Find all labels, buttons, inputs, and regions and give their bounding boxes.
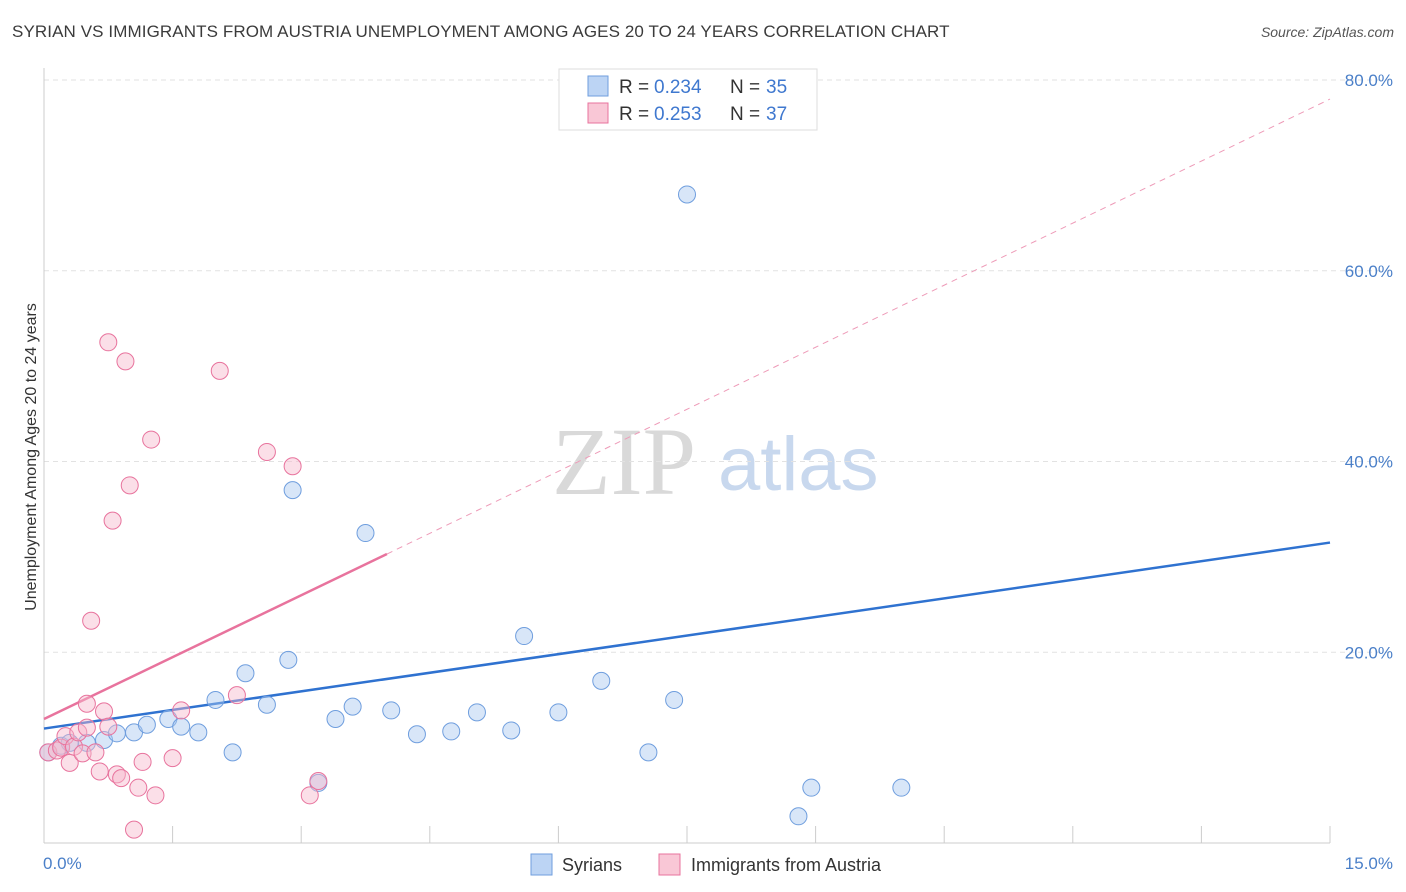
source-label: Source: ZipAtlas.com bbox=[1260, 24, 1394, 40]
syrians-point bbox=[407, 725, 426, 744]
austria-point bbox=[142, 430, 161, 449]
syrians-point bbox=[223, 743, 242, 762]
syrians-point bbox=[206, 690, 225, 709]
legend-swatch-syrians bbox=[587, 75, 609, 97]
austria-point bbox=[146, 786, 165, 805]
legend-r-label-2: R = bbox=[619, 104, 649, 125]
axes bbox=[43, 68, 1331, 844]
y-tick-label: 20.0% bbox=[1345, 643, 1393, 662]
austria-point bbox=[52, 738, 71, 757]
syrians-point bbox=[236, 664, 255, 683]
austria-point bbox=[73, 744, 92, 763]
syrians-point bbox=[665, 690, 684, 709]
austria-point bbox=[99, 333, 118, 352]
austria-point bbox=[69, 723, 88, 742]
syrians-point bbox=[172, 717, 191, 736]
bottom-legend-austria: Immigrants from Austria bbox=[691, 855, 882, 875]
x-tick-label: 15.0% bbox=[1345, 854, 1393, 873]
syrians-point bbox=[678, 185, 696, 204]
syrians-point bbox=[515, 627, 534, 646]
austria-point bbox=[116, 352, 135, 371]
syrians-point bbox=[442, 722, 461, 741]
austria-point bbox=[95, 702, 114, 721]
legend-n-label-2: N = bbox=[730, 104, 760, 125]
chart-title: SYRIAN VS IMMIGRANTS FROM AUSTRIA UNEMPL… bbox=[12, 22, 950, 41]
syrians-point bbox=[502, 721, 521, 740]
y-tick-label: 80.0% bbox=[1345, 71, 1393, 90]
syrians-point bbox=[639, 743, 658, 762]
austria-point bbox=[99, 717, 118, 736]
austria-point bbox=[257, 442, 276, 461]
syrians-point bbox=[189, 723, 208, 742]
syrians-point bbox=[343, 697, 362, 716]
austria-point bbox=[120, 476, 139, 495]
syrians-point bbox=[789, 807, 808, 826]
austria-point bbox=[227, 686, 246, 705]
syrians-point bbox=[283, 481, 302, 500]
watermark-atlas: atlas bbox=[718, 422, 879, 507]
x-tick-labels: 0.0% 15.0% bbox=[43, 854, 1393, 873]
y-axis-label: Unemployment Among Ages 20 to 24 years bbox=[23, 303, 40, 611]
bottom-legend: Syrians Immigrants from Austria bbox=[530, 853, 882, 876]
y-tick-label: 60.0% bbox=[1345, 262, 1393, 281]
legend-n-label-1: N = bbox=[730, 77, 760, 98]
legend-n-value-2: 37 bbox=[766, 104, 787, 125]
bottom-legend-swatch-austria bbox=[658, 853, 681, 876]
austria-point bbox=[129, 778, 148, 797]
trend-lines bbox=[43, 98, 1331, 730]
austria-point bbox=[77, 718, 96, 737]
top-legend: R = 0.234 N = 35 R = 0.253 N = 37 bbox=[558, 68, 818, 131]
bottom-legend-swatch-syrians bbox=[530, 853, 553, 876]
austria-trend-extension bbox=[386, 98, 1331, 555]
syrians-point bbox=[467, 703, 486, 722]
syrians-point bbox=[326, 710, 345, 729]
syrians-point bbox=[257, 695, 276, 714]
austria-point bbox=[163, 749, 182, 768]
x-tick-label: 0.0% bbox=[43, 854, 82, 873]
syrians-point bbox=[802, 778, 821, 797]
syrians-point bbox=[279, 650, 298, 669]
austria-point bbox=[210, 361, 229, 380]
austria-point bbox=[283, 457, 302, 476]
austria-trend-line bbox=[43, 552, 388, 721]
syrians-point bbox=[137, 715, 156, 734]
syrians-point bbox=[592, 671, 611, 690]
austria-point bbox=[82, 611, 101, 630]
austria-point bbox=[172, 701, 191, 720]
legend-r-value-1: 0.234 bbox=[654, 77, 702, 98]
austria-point bbox=[77, 694, 96, 713]
legend-r-value-2: 0.253 bbox=[654, 104, 702, 125]
syrians-point bbox=[382, 701, 401, 720]
austria-point bbox=[112, 769, 131, 788]
legend-r-label-1: R = bbox=[619, 77, 649, 98]
legend-swatch-austria bbox=[587, 102, 609, 124]
syrians-trend-line bbox=[43, 541, 1331, 730]
austria-point bbox=[309, 772, 328, 791]
austria-point bbox=[86, 743, 105, 762]
y-tick-label: 40.0% bbox=[1345, 453, 1393, 472]
legend-n-value-1: 35 bbox=[766, 77, 787, 98]
bottom-legend-syrians: Syrians bbox=[562, 855, 622, 875]
austria-point bbox=[133, 752, 152, 771]
y-tick-labels: 20.0% 40.0% 60.0% 80.0% bbox=[1345, 71, 1393, 662]
austria-point bbox=[300, 786, 319, 805]
austria-point bbox=[125, 820, 144, 839]
syrians-point bbox=[356, 524, 375, 543]
syrians-point bbox=[549, 703, 568, 722]
austria-point bbox=[103, 511, 122, 530]
austria-point bbox=[90, 762, 109, 781]
syrians-point bbox=[892, 778, 911, 797]
